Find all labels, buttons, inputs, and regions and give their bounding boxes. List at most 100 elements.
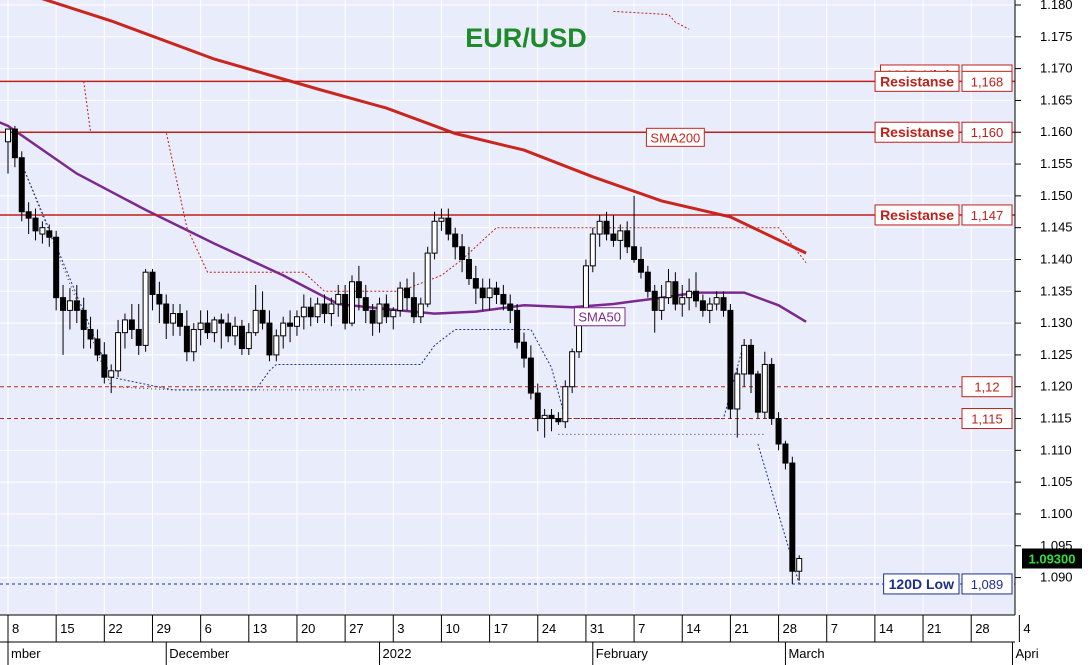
candle-body-35 xyxy=(245,332,252,350)
candle-body-24 xyxy=(170,313,177,324)
candle-body-46 xyxy=(321,303,328,315)
candle-body-109 xyxy=(754,373,761,413)
chart-title: EUR/USD xyxy=(465,23,587,53)
candle-body-16 xyxy=(115,332,122,372)
month-label-5: Apri xyxy=(1015,646,1038,661)
candle-body-7 xyxy=(53,236,60,299)
level-value-2: 1,160 xyxy=(971,125,1004,140)
candle-body-98 xyxy=(679,297,686,305)
candle-body-77 xyxy=(534,392,541,420)
candle-body-93 xyxy=(644,271,651,292)
candle-body-59 xyxy=(410,297,417,318)
x-tick-label-0: 8 xyxy=(12,621,19,636)
series-label-1-0: SMA50 xyxy=(578,310,621,325)
candle-body-114 xyxy=(789,462,796,572)
candle-body-60 xyxy=(417,303,424,318)
month-label-1: December xyxy=(169,646,230,661)
candle-body-12 xyxy=(87,328,94,340)
candle-body-11 xyxy=(80,309,87,330)
candle-body-9 xyxy=(66,300,73,311)
level-value-6: 1,089 xyxy=(971,577,1004,592)
candle-body-51 xyxy=(355,281,362,299)
candle-body-65 xyxy=(452,233,459,248)
candle-body-29 xyxy=(204,322,211,334)
candle-body-2 xyxy=(18,157,25,213)
candle-body-78 xyxy=(541,414,548,420)
candle-body-81 xyxy=(562,386,569,423)
level-labels: 1,169120D High1,168Resistanse1,160Resist… xyxy=(573,64,1013,595)
candle-body-69 xyxy=(479,287,486,299)
level-value-box-6 xyxy=(961,573,1013,595)
candle-body-80 xyxy=(555,418,562,423)
candle-body-83 xyxy=(576,322,583,353)
candle-body-96 xyxy=(665,281,672,299)
candle-body-90 xyxy=(624,230,631,248)
candle-body-71 xyxy=(493,287,500,295)
candle-body-15 xyxy=(108,370,115,378)
y-axis: 1.180 1.175 1.170 1.165 1.160 1.155 1.150 1.145… xyxy=(1015,0,1073,585)
candle-body-56 xyxy=(390,309,397,318)
candle-body-104 xyxy=(720,297,727,311)
y-tick-label-10: 1.130 xyxy=(1040,315,1073,330)
candle-body-74 xyxy=(514,309,521,343)
candle-body-105 xyxy=(727,309,734,410)
series-line-0-sma200 xyxy=(41,0,807,255)
candle-body-20 xyxy=(142,271,149,346)
level-name-box-6 xyxy=(883,573,960,595)
series-label-0-0: SMA200 xyxy=(650,130,700,145)
y-tick-label-11: 1.125 xyxy=(1040,347,1073,362)
candle-body-85 xyxy=(589,233,596,267)
level-value-box-3 xyxy=(961,204,1013,226)
x-tick-label-8: 3 xyxy=(397,621,404,636)
candle-body-17 xyxy=(121,319,128,334)
x-tick-label-1: 15 xyxy=(60,621,74,636)
candle-body-42 xyxy=(293,316,300,327)
candle-body-31 xyxy=(218,319,225,324)
x-tick-label-13: 7 xyxy=(638,621,645,636)
candle-body-13 xyxy=(94,338,101,356)
x-axis: 8 15 22 29 6 13 20 27 3 10 17 24 31 7 14 21 28 7 14 21 28 4 mb… xyxy=(7,615,1039,665)
candle-body-34 xyxy=(238,325,245,350)
candle-body-110 xyxy=(761,363,768,413)
moving-averages xyxy=(0,0,807,585)
candle-body-76 xyxy=(527,357,534,394)
level-value-box-4 xyxy=(961,376,1013,398)
last-price-badge: 1.09300 xyxy=(1022,548,1082,569)
candle-body-6 xyxy=(46,230,53,238)
candle-body-91 xyxy=(631,246,638,260)
x-tick-label-14: 14 xyxy=(686,621,700,636)
candle-body-95 xyxy=(658,297,665,311)
candle-body-58 xyxy=(404,287,411,299)
candle-body-67 xyxy=(465,258,472,280)
x-tick-label-2: 22 xyxy=(108,621,122,636)
candle-body-112 xyxy=(775,418,782,445)
candle-body-57 xyxy=(397,287,404,311)
y-tick-label-9: 1.135 xyxy=(1040,283,1073,298)
candle-body-19 xyxy=(135,328,142,346)
x-tick-label-20: 28 xyxy=(975,621,989,636)
candle-body-92 xyxy=(637,258,644,273)
level-name-box-2 xyxy=(874,121,960,143)
x-tick-label-5: 13 xyxy=(253,621,267,636)
y-tick-label-18: 1.090 xyxy=(1040,570,1073,585)
y-tick-label-6: 1.150 xyxy=(1040,188,1073,203)
x-tick-label-15: 21 xyxy=(734,621,748,636)
level-name-3: Resistanse xyxy=(880,207,954,223)
candle-body-26 xyxy=(183,325,190,353)
candle-body-43 xyxy=(300,306,307,318)
candle-body-44 xyxy=(307,306,314,318)
last-price-box xyxy=(1022,548,1082,569)
candle-body-113 xyxy=(782,443,789,464)
candle-body-5 xyxy=(39,227,46,235)
candle-body-38 xyxy=(266,322,273,356)
y-tick-label-2: 1.170 xyxy=(1040,61,1073,76)
month-label-0: mber xyxy=(11,646,41,661)
x-tick-label-21: 4 xyxy=(1023,621,1030,636)
candle-body-28 xyxy=(197,322,204,330)
candle-body-88 xyxy=(610,233,617,241)
series-line-3 xyxy=(613,10,690,30)
level-name-6: 120D Low xyxy=(889,576,954,592)
candle-body-73 xyxy=(507,303,514,311)
series-line-1-sma50 xyxy=(0,121,807,323)
x-tick-label-10: 17 xyxy=(494,621,508,636)
